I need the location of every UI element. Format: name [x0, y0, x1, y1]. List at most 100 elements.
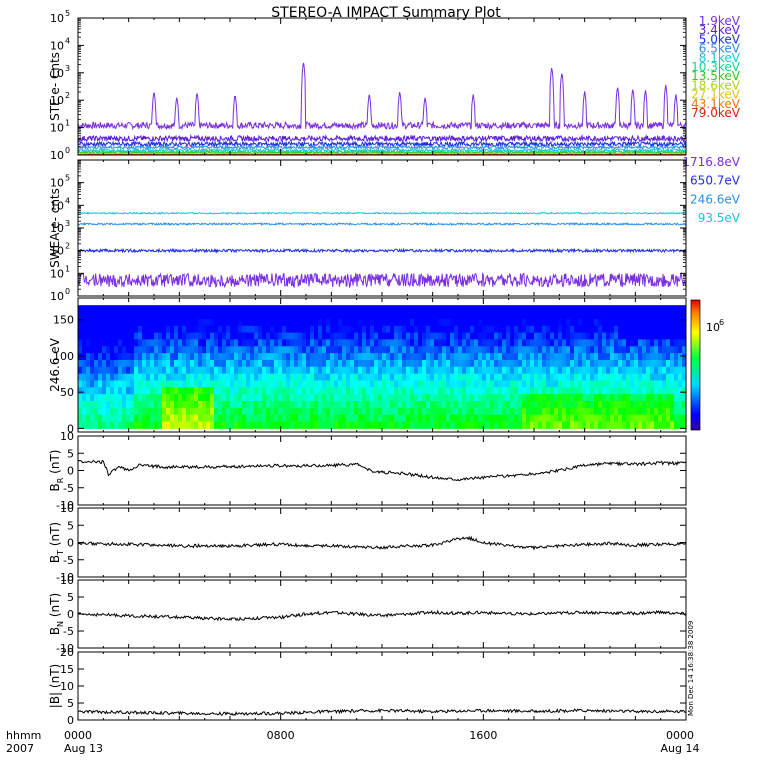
heatmap-cell — [238, 360, 243, 368]
y-tick-label: 20 — [60, 646, 74, 659]
heatmap-cell — [454, 387, 459, 395]
heatmap-cell — [658, 312, 663, 320]
heatmap-cell — [166, 401, 171, 409]
heatmap-cell — [390, 360, 395, 368]
time-unit-label: hhmm — [6, 729, 41, 742]
heatmap-cell — [290, 401, 295, 409]
heatmap-cell — [630, 318, 635, 327]
heatmap-cell — [226, 318, 231, 327]
heatmap-cell — [318, 339, 323, 347]
heatmap-cell — [130, 407, 135, 416]
heatmap-cell — [622, 366, 627, 375]
heatmap-cell — [154, 366, 159, 375]
heatmap-cell — [610, 407, 615, 416]
heatmap-cell — [362, 325, 367, 334]
heatmap-cell — [298, 380, 303, 388]
heatmap-cell — [378, 312, 383, 320]
heatmap-cell — [254, 394, 259, 402]
heatmap-cell — [134, 394, 139, 402]
y-axis-label: BR (nT) — [48, 450, 65, 492]
heatmap-cell — [318, 318, 323, 327]
heatmap-cell — [182, 380, 187, 388]
heatmap-cell — [302, 387, 307, 395]
heatmap-cell — [630, 332, 635, 340]
heatmap-cell — [134, 318, 139, 327]
heatmap-cell — [366, 421, 371, 429]
heatmap-cell — [534, 366, 539, 375]
heatmap-cell — [378, 401, 383, 409]
heatmap-cell — [574, 414, 579, 423]
heatmap-cell — [122, 332, 127, 340]
heatmap-cell — [162, 401, 167, 409]
heatmap-cell — [570, 305, 575, 313]
heatmap-cell — [538, 325, 543, 334]
heatmap-cell — [514, 387, 519, 395]
heatmap-cell — [666, 366, 671, 375]
heatmap-cell — [546, 325, 551, 334]
heatmap-cell — [258, 360, 263, 368]
heatmap-cell — [410, 407, 415, 416]
heatmap-cell — [374, 312, 379, 320]
heatmap-cell — [602, 312, 607, 320]
heatmap-cell — [146, 312, 151, 320]
heatmap-cell — [82, 387, 87, 395]
heatmap-cell — [522, 373, 527, 382]
heatmap-cell — [550, 346, 555, 354]
y-tick-label: 10 — [50, 222, 64, 235]
heatmap-cell — [246, 366, 251, 375]
heatmap-cell — [110, 373, 115, 382]
heatmap-cell — [654, 318, 659, 327]
heatmap-cell — [82, 318, 87, 327]
heatmap-cell — [506, 394, 511, 402]
heatmap-cell — [646, 373, 651, 382]
heatmap-cell — [618, 421, 623, 429]
heatmap-cell — [498, 312, 503, 320]
heatmap-cell — [554, 360, 559, 368]
heatmap-cell — [622, 312, 627, 320]
heatmap-cell — [450, 339, 455, 347]
heatmap-cell — [554, 407, 559, 416]
heatmap-cell — [502, 366, 507, 375]
heatmap-cell — [506, 414, 511, 423]
heatmap-cell — [230, 414, 235, 423]
heatmap-cell — [218, 325, 223, 334]
heatmap-cell — [202, 394, 207, 402]
heatmap-cell — [214, 360, 219, 368]
series-line-swea-2 — [78, 221, 686, 227]
y-tick-exp: 3 — [65, 219, 70, 228]
heatmap-cell — [494, 353, 499, 361]
heatmap-cell — [194, 339, 199, 347]
heatmap-cell — [494, 373, 499, 382]
heatmap-cell — [406, 421, 411, 429]
heatmap-cell — [366, 387, 371, 395]
heatmap-cell — [282, 339, 287, 347]
heatmap-cell — [402, 318, 407, 327]
heatmap-cell — [430, 325, 435, 334]
heatmap-cell — [490, 421, 495, 429]
heatmap-cell — [326, 332, 331, 340]
heatmap-cell — [662, 394, 667, 402]
heatmap-cell — [626, 360, 631, 368]
heatmap-cell — [530, 394, 535, 402]
heatmap-cell — [330, 407, 335, 416]
heatmap-cell — [518, 339, 523, 347]
series-line-br-0 — [78, 459, 686, 482]
heatmap-cell — [118, 332, 123, 340]
heatmap-cell — [346, 325, 351, 334]
heatmap-cell — [346, 305, 351, 313]
heatmap-cell — [146, 407, 151, 416]
heatmap-cell — [426, 360, 431, 368]
heatmap-cell — [266, 346, 271, 354]
heatmap-cell — [306, 380, 311, 388]
heatmap-cell — [310, 394, 315, 402]
heatmap-cell — [486, 401, 491, 409]
heatmap-cell — [478, 373, 483, 382]
heatmap-cell — [430, 360, 435, 368]
heatmap-cell — [126, 414, 131, 423]
heatmap-cell — [606, 325, 611, 334]
heatmap-cell — [554, 414, 559, 423]
heatmap-cell — [106, 312, 111, 320]
heatmap-cell — [354, 407, 359, 416]
heatmap-cell — [322, 373, 327, 382]
heatmap-cell — [418, 380, 423, 388]
